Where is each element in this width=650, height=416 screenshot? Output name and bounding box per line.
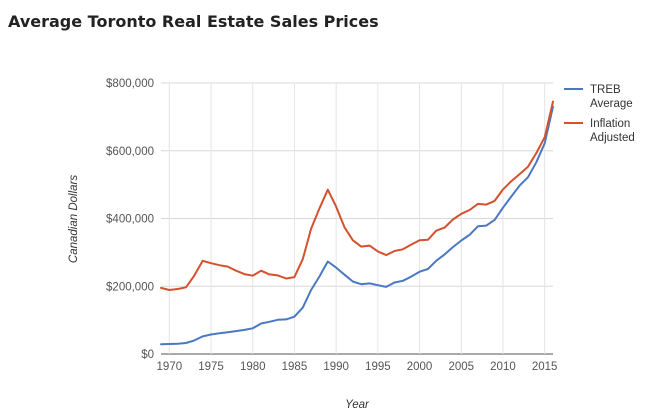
x-tick-label: 1970 <box>157 361 183 373</box>
x-tick-label: 1975 <box>198 361 224 373</box>
y-axis-title: Canadian Dollars <box>68 175 80 263</box>
legend-label: Average <box>590 98 633 110</box>
x-tick-label: 2015 <box>532 361 558 373</box>
y-tick-label: $600,000 <box>106 146 154 158</box>
y-tick-label: $200,000 <box>106 281 154 293</box>
y-tick-label: $0 <box>141 349 154 361</box>
y-tick-label: $800,000 <box>106 78 154 90</box>
legend-label: Adjusted <box>590 132 635 144</box>
x-tick-label: 1980 <box>240 361 266 373</box>
x-tick-label: 1985 <box>282 361 308 373</box>
x-tick-label: 1990 <box>323 361 349 373</box>
x-tick-label: 1995 <box>365 361 391 373</box>
chart-title: Average Toronto Real Estate Sales Prices <box>8 12 379 31</box>
gridlines <box>161 82 553 355</box>
legend-label: TREB <box>590 84 621 96</box>
x-tick-label: 2000 <box>407 361 433 373</box>
series-line-inflation-adjusted <box>160 100 554 291</box>
x-axis-title: Year <box>345 399 370 411</box>
y-tick-label: $400,000 <box>106 214 154 226</box>
legend: TREB Average Inflation Adjusted <box>564 84 635 144</box>
x-tick-label: 2010 <box>490 361 516 373</box>
series-line-treb-average <box>160 105 554 346</box>
series-lines <box>160 100 554 346</box>
tick-labels: $0 $200,000 $400,000 $600,000 $800,000 1970 19… <box>106 78 557 373</box>
x-tick-label: 2005 <box>448 361 474 373</box>
legend-label: Inflation <box>590 118 630 130</box>
